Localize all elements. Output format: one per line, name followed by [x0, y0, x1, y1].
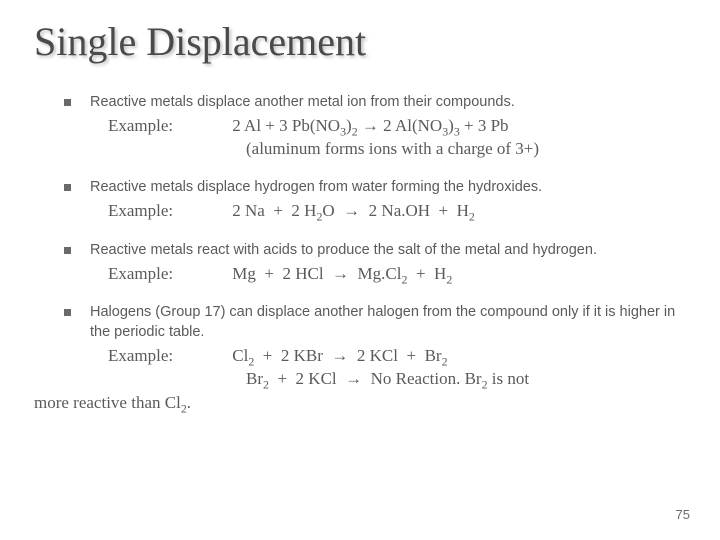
bullet-item: Reactive metals react with acids to prod…	[90, 241, 686, 286]
equation: 2 Al + 3 Pb(NO3)2 → 2 Al(NO3)3 + 3 Pb	[232, 116, 508, 135]
example-label: Example:	[108, 200, 228, 223]
bullet-item: Halogens (Group 17) can displace another…	[90, 303, 686, 415]
slide: Single Displacement Reactive metals disp…	[0, 0, 720, 540]
equation-note: (aluminum forms ions with a charge of 3+…	[108, 138, 686, 161]
bullet-lead: Reactive metals displace hydrogen from w…	[90, 178, 686, 198]
example-label: Example:	[108, 345, 228, 368]
equation-trail: more reactive than Cl2.	[34, 392, 686, 415]
example-block: Example: 2 Na + 2 H2O → 2 Na.OH + H2	[90, 200, 686, 223]
slide-title: Single Displacement	[34, 18, 686, 65]
example-label: Example:	[108, 263, 228, 286]
bullet-item: Reactive metals displace hydrogen from w…	[90, 178, 686, 223]
example-block: Example: 2 Al + 3 Pb(NO3)2 → 2 Al(NO3)3 …	[90, 115, 686, 161]
equation: 2 Na + 2 H2O → 2 Na.OH + H2	[232, 201, 475, 220]
equation: Br2 + 2 KCl → No Reaction. Br2 is not	[108, 368, 686, 391]
equation: Mg + 2 HCl → Mg.Cl2 + H2	[232, 264, 452, 283]
equation: Cl2 + 2 KBr → 2 KCl + Br2	[232, 346, 447, 365]
example-block: Example: Mg + 2 HCl → Mg.Cl2 + H2	[90, 263, 686, 286]
bullet-lead: Halogens (Group 17) can displace another…	[90, 303, 686, 342]
example-label: Example:	[108, 115, 228, 138]
page-number: 75	[676, 507, 690, 522]
bullet-list: Reactive metals displace another metal i…	[34, 93, 686, 415]
bullet-item: Reactive metals displace another metal i…	[90, 93, 686, 160]
bullet-lead: Reactive metals react with acids to prod…	[90, 241, 686, 261]
example-block: Example: Cl2 + 2 KBr → 2 KCl + Br2 Br2 +…	[90, 345, 686, 391]
bullet-lead: Reactive metals displace another metal i…	[90, 93, 686, 113]
